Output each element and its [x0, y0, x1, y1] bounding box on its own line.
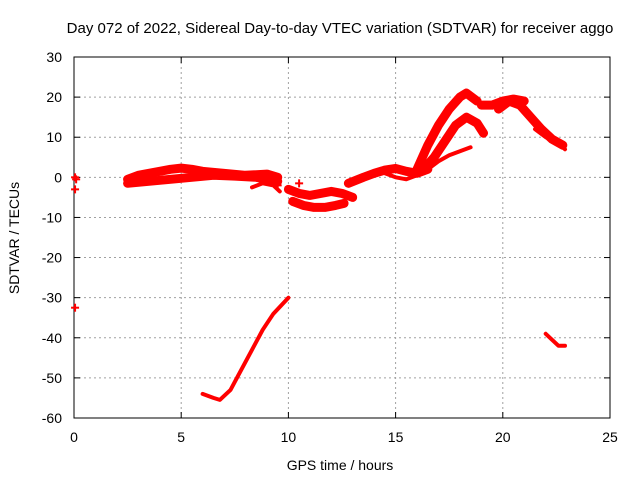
x-tick-label: 25 [602, 429, 618, 445]
series-arc-late-decline [533, 127, 567, 152]
axis-ticks [73, 56, 611, 419]
x-tick-label: 15 [388, 429, 404, 445]
data-point [71, 303, 80, 312]
series-layer [71, 88, 568, 402]
y-tick-label: -20 [42, 250, 62, 266]
data-point [71, 185, 80, 194]
series-arc-steep-climb [200, 295, 291, 402]
y-tick-label: 0 [54, 169, 62, 185]
series-arc-late-negative [543, 331, 567, 348]
data-point [295, 179, 304, 188]
chart-title: Day 072 of 2022, Sidereal Day-to-day VTE… [67, 20, 614, 37]
y-tick-label: 10 [46, 129, 62, 145]
series-arc-rise-main [412, 88, 482, 174]
x-tick-label: 5 [177, 429, 185, 445]
plot-frame [73, 56, 611, 419]
y-tick-label: -60 [42, 410, 62, 426]
x-tick-label: 20 [495, 429, 511, 445]
y-tick-label: -40 [42, 330, 62, 346]
y-tick-labels: -60 -50 -40 -30 -20 -10 0 10 20 30 [42, 49, 62, 426]
series-arc-rise-second [419, 112, 488, 174]
y-axis-label: SDTVAR / TECUs [6, 182, 22, 294]
series-arc-main-lower [123, 170, 283, 188]
data-point [273, 181, 282, 190]
y-tick-label: 20 [46, 89, 62, 105]
y-tick-label: 30 [46, 49, 62, 65]
data-point [72, 175, 81, 184]
x-tick-label: 10 [281, 429, 297, 445]
y-tick-label: -50 [42, 370, 62, 386]
data-point [284, 185, 293, 194]
y-tick-label: -10 [42, 209, 62, 225]
series-arc-afternoon-dip [382, 169, 430, 182]
x-axis-label: GPS time / hours [287, 457, 394, 473]
series-arc-rise-third [425, 145, 473, 172]
series-arc-noon-upper [283, 184, 358, 202]
x-tick-label: 0 [70, 429, 78, 445]
x-tick-labels: 0 5 10 15 20 25 [70, 429, 618, 445]
series-arc-noon-lower [288, 196, 349, 212]
series-arc-morning-dip [250, 181, 282, 194]
y-tick-label: -30 [42, 290, 62, 306]
